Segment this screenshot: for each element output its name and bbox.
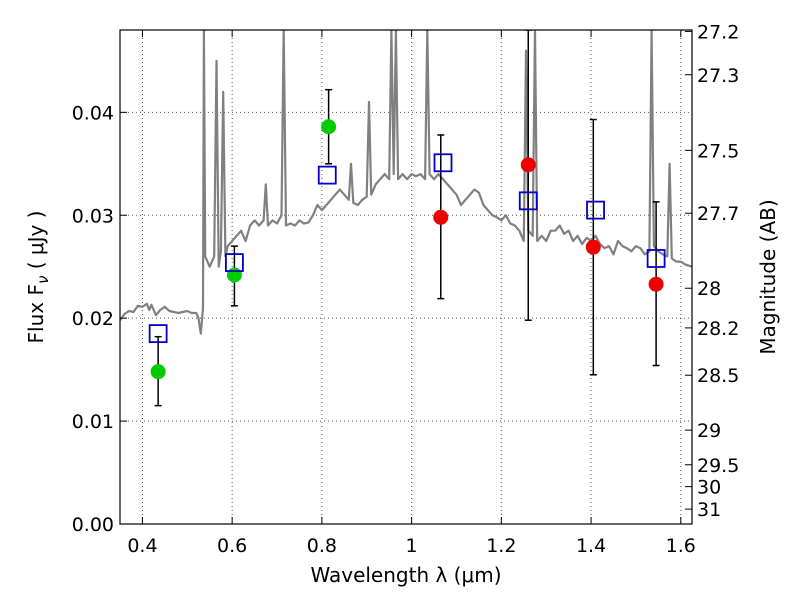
model-square (518, 191, 538, 211)
y-tick-label: 0.03 (72, 205, 114, 227)
y-tick-label: 0.01 (72, 411, 114, 433)
green-point (226, 267, 242, 283)
y-axis-label-subscript: ν (34, 276, 52, 284)
right-tick-label: 27.7 (697, 203, 739, 225)
right-tick-label: 28.2 (697, 318, 739, 340)
right-tick-label: 27.5 (697, 140, 739, 162)
red-point (648, 276, 664, 292)
y-tick-label: 0.00 (72, 514, 114, 536)
plot-frame (119, 29, 693, 525)
right-tick-label: 31 (697, 499, 721, 521)
x-axis-label: Wavelength λ (μm) (310, 563, 501, 587)
x-tick-label: 1 (406, 535, 418, 557)
axis-ticks: 0.4 0.6 0.8 1 1.2 1.4 1.6 0.00 0.01 0.02 0.03 0.04 2… (72, 21, 740, 557)
model-square (317, 165, 337, 185)
model-square (646, 249, 666, 268)
y-tick-label: 0.04 (72, 102, 114, 124)
right-axis-label: Magnitude (AB) (756, 199, 780, 354)
model-square (433, 153, 453, 173)
y-axis-label: Flux Fν ( μJy ) (24, 211, 52, 344)
sed-line (120, 30, 692, 335)
photometry-markers (148, 119, 666, 380)
model-square (224, 253, 244, 272)
red-point (585, 239, 601, 255)
right-tick-label: 28 (697, 278, 721, 300)
sed-model-spectrum (120, 30, 692, 335)
x-tick-label: 0.8 (307, 535, 337, 557)
error-bars (154, 30, 660, 407)
right-tick-label: 29.5 (697, 455, 739, 477)
model-square (586, 200, 605, 220)
x-tick-label: 1.6 (666, 535, 696, 557)
x-tick-label: 0.4 (127, 535, 157, 557)
red-point (433, 209, 449, 225)
y-tick-label: 0.02 (72, 308, 114, 330)
model-square (148, 324, 168, 344)
right-tick-label: 27.2 (697, 21, 739, 43)
right-tick-label: 28.5 (697, 365, 739, 387)
green-point (150, 364, 166, 380)
right-tick-label: 27.3 (697, 65, 739, 87)
right-tick-label: 30 (697, 477, 721, 499)
grid-lines (120, 30, 692, 525)
right-tick-label: 29 (697, 420, 721, 442)
x-tick-label: 0.6 (217, 535, 247, 557)
x-tick-label: 1.4 (576, 535, 606, 557)
y-axis-label-main: Flux F (24, 284, 48, 343)
green-point (321, 119, 337, 135)
x-tick-label: 1.2 (486, 535, 516, 557)
y-axis-label-unit: ( μJy ) (24, 211, 48, 276)
red-point (520, 157, 536, 173)
